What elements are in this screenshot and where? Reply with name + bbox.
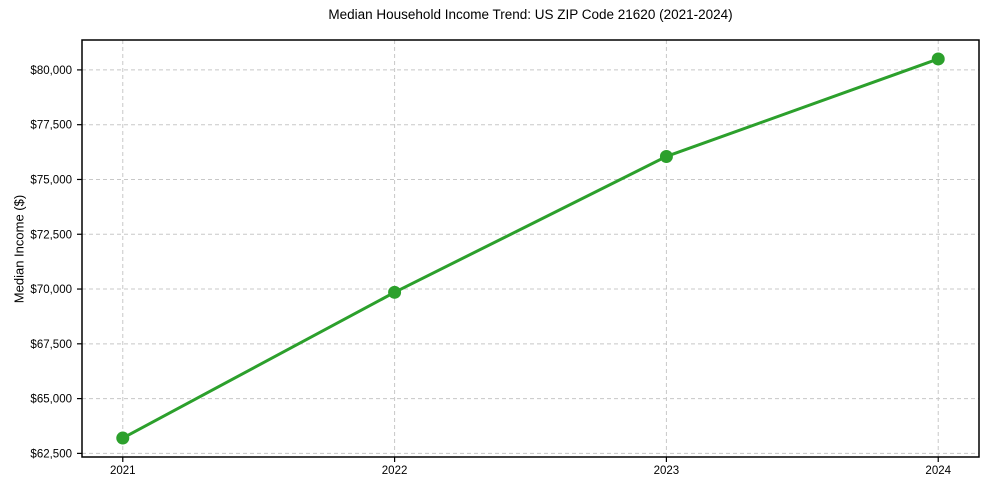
y-tick-label: $75,000 <box>30 174 72 186</box>
y-tick-label: $70,000 <box>30 284 72 296</box>
y-tick-label: $62,500 <box>30 448 72 460</box>
y-tick-label: $65,000 <box>30 394 72 406</box>
x-tick-label: 2021 <box>110 465 136 477</box>
x-axis-tick-labels: 2021 2022 2023 2024 <box>110 465 952 477</box>
y-tick-label: $67,500 <box>30 339 72 351</box>
data-points <box>116 52 945 445</box>
trend-line <box>121 57 940 440</box>
grid-lines <box>82 40 979 457</box>
x-tick-label: 2024 <box>925 465 951 477</box>
x-tick-label: 2023 <box>654 465 680 477</box>
plot-border <box>81 39 980 458</box>
data-point <box>931 52 945 66</box>
y-axis-tick-labels: $62,500 $65,000 $67,500 $70,000 $72,500 $75,0… <box>30 65 72 460</box>
y-tick-label: $72,500 <box>30 229 72 241</box>
data-point <box>659 149 673 163</box>
x-tick-label: 2022 <box>382 465 408 477</box>
y-tick-label: $80,000 <box>30 65 72 77</box>
tick-marks <box>77 69 939 462</box>
y-tick-label: $77,500 <box>30 120 72 132</box>
data-point <box>116 431 130 445</box>
chart-title: Median Household Income Trend: US ZIP Co… <box>328 7 733 22</box>
data-point <box>388 285 402 299</box>
